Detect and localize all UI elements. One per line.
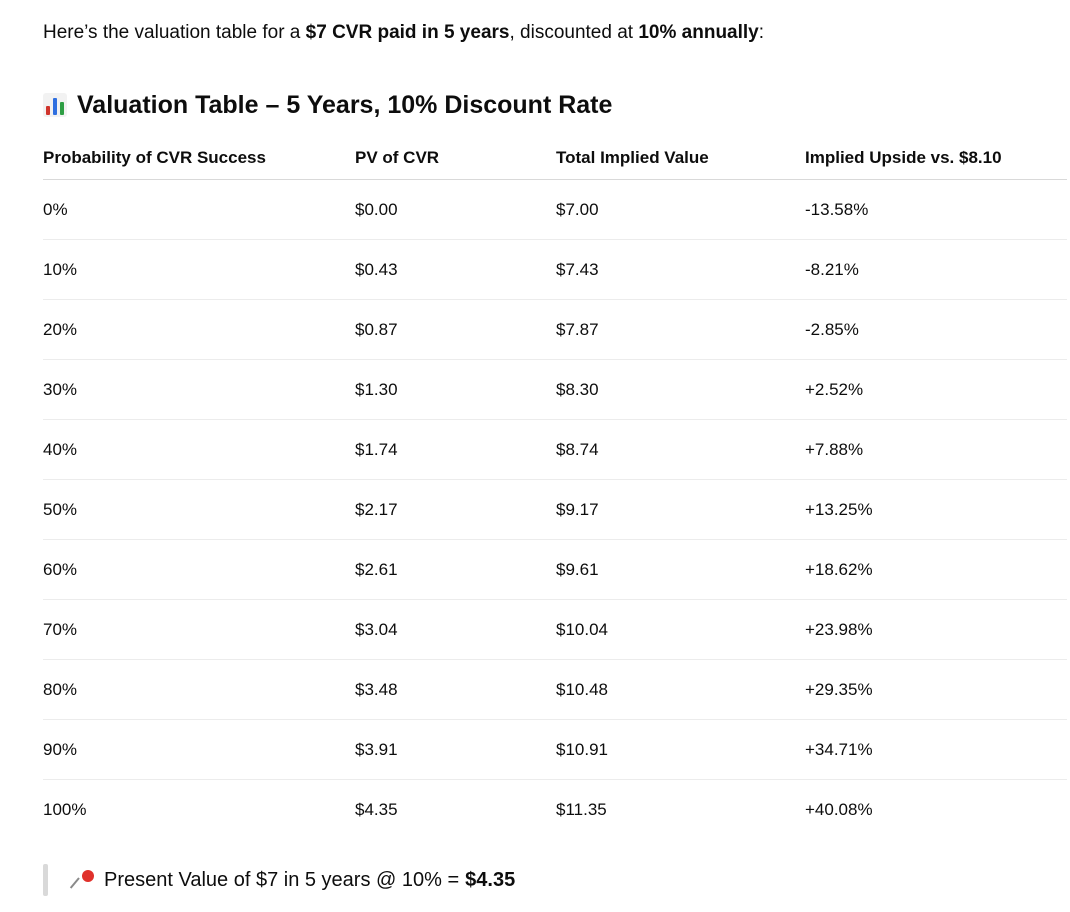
cell-pv: $2.17 bbox=[355, 479, 556, 540]
table-row: 90% $3.91 $10.91 +34.71% bbox=[43, 719, 1067, 780]
bar-chart-icon bbox=[43, 93, 67, 117]
cell-pv: $0.87 bbox=[355, 299, 556, 360]
cell-total-value: $11.35 bbox=[556, 799, 607, 819]
cell-probability: 50% bbox=[43, 479, 355, 540]
cell-total-value: $7.87 bbox=[556, 299, 805, 360]
cell-upside: +18.62% bbox=[805, 539, 1067, 600]
cell-upside: +23.98% bbox=[805, 599, 1067, 660]
cell-upside: -8.21% bbox=[805, 239, 1067, 300]
cell-total-value: $8.30 bbox=[556, 359, 805, 420]
cell-total-value: $9.61 bbox=[556, 539, 805, 600]
cell-upside: +40.08% bbox=[805, 799, 873, 819]
note-text-line: Present Value of $7 in 5 years @ 10% = $… bbox=[69, 868, 516, 892]
cell-upside: +13.25% bbox=[805, 479, 1067, 540]
table-row: 40% $1.74 $8.74 +7.88% bbox=[43, 419, 1067, 480]
cell-total-value: $9.17 bbox=[556, 479, 805, 540]
intro-text-1: Here’s the valuation table for a bbox=[43, 22, 306, 43]
cell-probability: 20% bbox=[43, 299, 355, 360]
blockquote-note: Present Value of $7 in 5 years @ 10% = $… bbox=[43, 864, 515, 896]
cell-probability: 30% bbox=[43, 359, 355, 420]
blockquote-bar bbox=[43, 864, 48, 896]
table-row: 100% $4.35 $11.35 +40.08% bbox=[43, 780, 1067, 840]
section-heading: Valuation Table – 5 Years, 10% Discount … bbox=[43, 88, 612, 122]
table-header-row: Probability of CVR Success PV of CVR Tot… bbox=[43, 137, 1067, 180]
cell-probability: 100% bbox=[43, 799, 87, 819]
cell-pv: $1.30 bbox=[355, 359, 556, 420]
table-row: 70% $3.04 $10.04 +23.98% bbox=[43, 599, 1067, 660]
cell-pv: $3.04 bbox=[355, 599, 556, 660]
table-row: 30% $1.30 $8.30 +2.52% bbox=[43, 359, 1067, 420]
cell-probability: 90% bbox=[43, 719, 355, 780]
cell-probability: 40% bbox=[43, 419, 355, 480]
intro-bold-1: $7 CVR paid in 5 years bbox=[305, 22, 510, 43]
cell-pv: $2.61 bbox=[355, 539, 556, 600]
cell-upside: +34.71% bbox=[805, 719, 1067, 780]
column-header-total-value: Total Implied Value bbox=[556, 137, 805, 180]
cell-total-value: $7.43 bbox=[556, 239, 805, 300]
table-row: 50% $2.17 $9.17 +13.25% bbox=[43, 479, 1067, 540]
cell-pv: $0.43 bbox=[355, 239, 556, 300]
table-row: 0% $0.00 $7.00 -13.58% bbox=[43, 179, 1067, 240]
cell-probability: 10% bbox=[43, 239, 355, 300]
cell-upside: -13.58% bbox=[805, 179, 1067, 240]
cell-probability: 60% bbox=[43, 539, 355, 600]
cell-pv: $3.48 bbox=[355, 659, 556, 720]
table-row: 80% $3.48 $10.48 +29.35% bbox=[43, 659, 1067, 720]
table-row: 60% $2.61 $9.61 +18.62% bbox=[43, 539, 1067, 600]
cell-upside: +7.88% bbox=[805, 419, 1067, 480]
cell-pv: $1.74 bbox=[355, 419, 556, 480]
heading-title: Valuation Table – 5 Years, 10% Discount … bbox=[77, 91, 613, 119]
note-value: $4.35 bbox=[465, 868, 516, 891]
valuation-table: Probability of CVR Success PV of CVR Tot… bbox=[43, 137, 1067, 839]
intro-text-3: : bbox=[758, 22, 765, 43]
table-row: 10% $0.43 $7.43 -8.21% bbox=[43, 239, 1067, 300]
table-row: 20% $0.87 $7.87 -2.85% bbox=[43, 299, 1067, 360]
column-header-pv: PV of CVR bbox=[355, 137, 556, 180]
intro-paragraph: Here’s the valuation table for a $7 CVR … bbox=[43, 20, 764, 46]
intro-text-2: , discounted at bbox=[509, 22, 639, 43]
note-text: Present Value of $7 in 5 years @ 10% = bbox=[104, 868, 460, 891]
pushpin-icon bbox=[69, 869, 96, 891]
intro-bold-2: 10% annually bbox=[638, 22, 759, 43]
cell-upside: +29.35% bbox=[805, 659, 1067, 720]
cell-total-value: $10.48 bbox=[556, 659, 805, 720]
cell-pv: $3.91 bbox=[355, 719, 556, 780]
cell-pv: $0.00 bbox=[355, 179, 556, 240]
column-header-probability: Probability of CVR Success bbox=[43, 137, 355, 180]
cell-total-value: $10.91 bbox=[556, 719, 805, 780]
cell-probability: 80% bbox=[43, 659, 355, 720]
cell-upside: +2.52% bbox=[805, 359, 1067, 420]
cell-probability: 0% bbox=[43, 179, 355, 240]
cell-total-value: $10.04 bbox=[556, 599, 805, 660]
cell-total-value: $8.74 bbox=[556, 419, 805, 480]
cell-pv: $4.35 bbox=[355, 799, 398, 819]
cell-total-value: $7.00 bbox=[556, 179, 805, 240]
column-header-upside: Implied Upside vs. $8.10 bbox=[805, 137, 1067, 180]
cell-probability: 70% bbox=[43, 599, 355, 660]
cell-upside: -2.85% bbox=[805, 299, 1067, 360]
